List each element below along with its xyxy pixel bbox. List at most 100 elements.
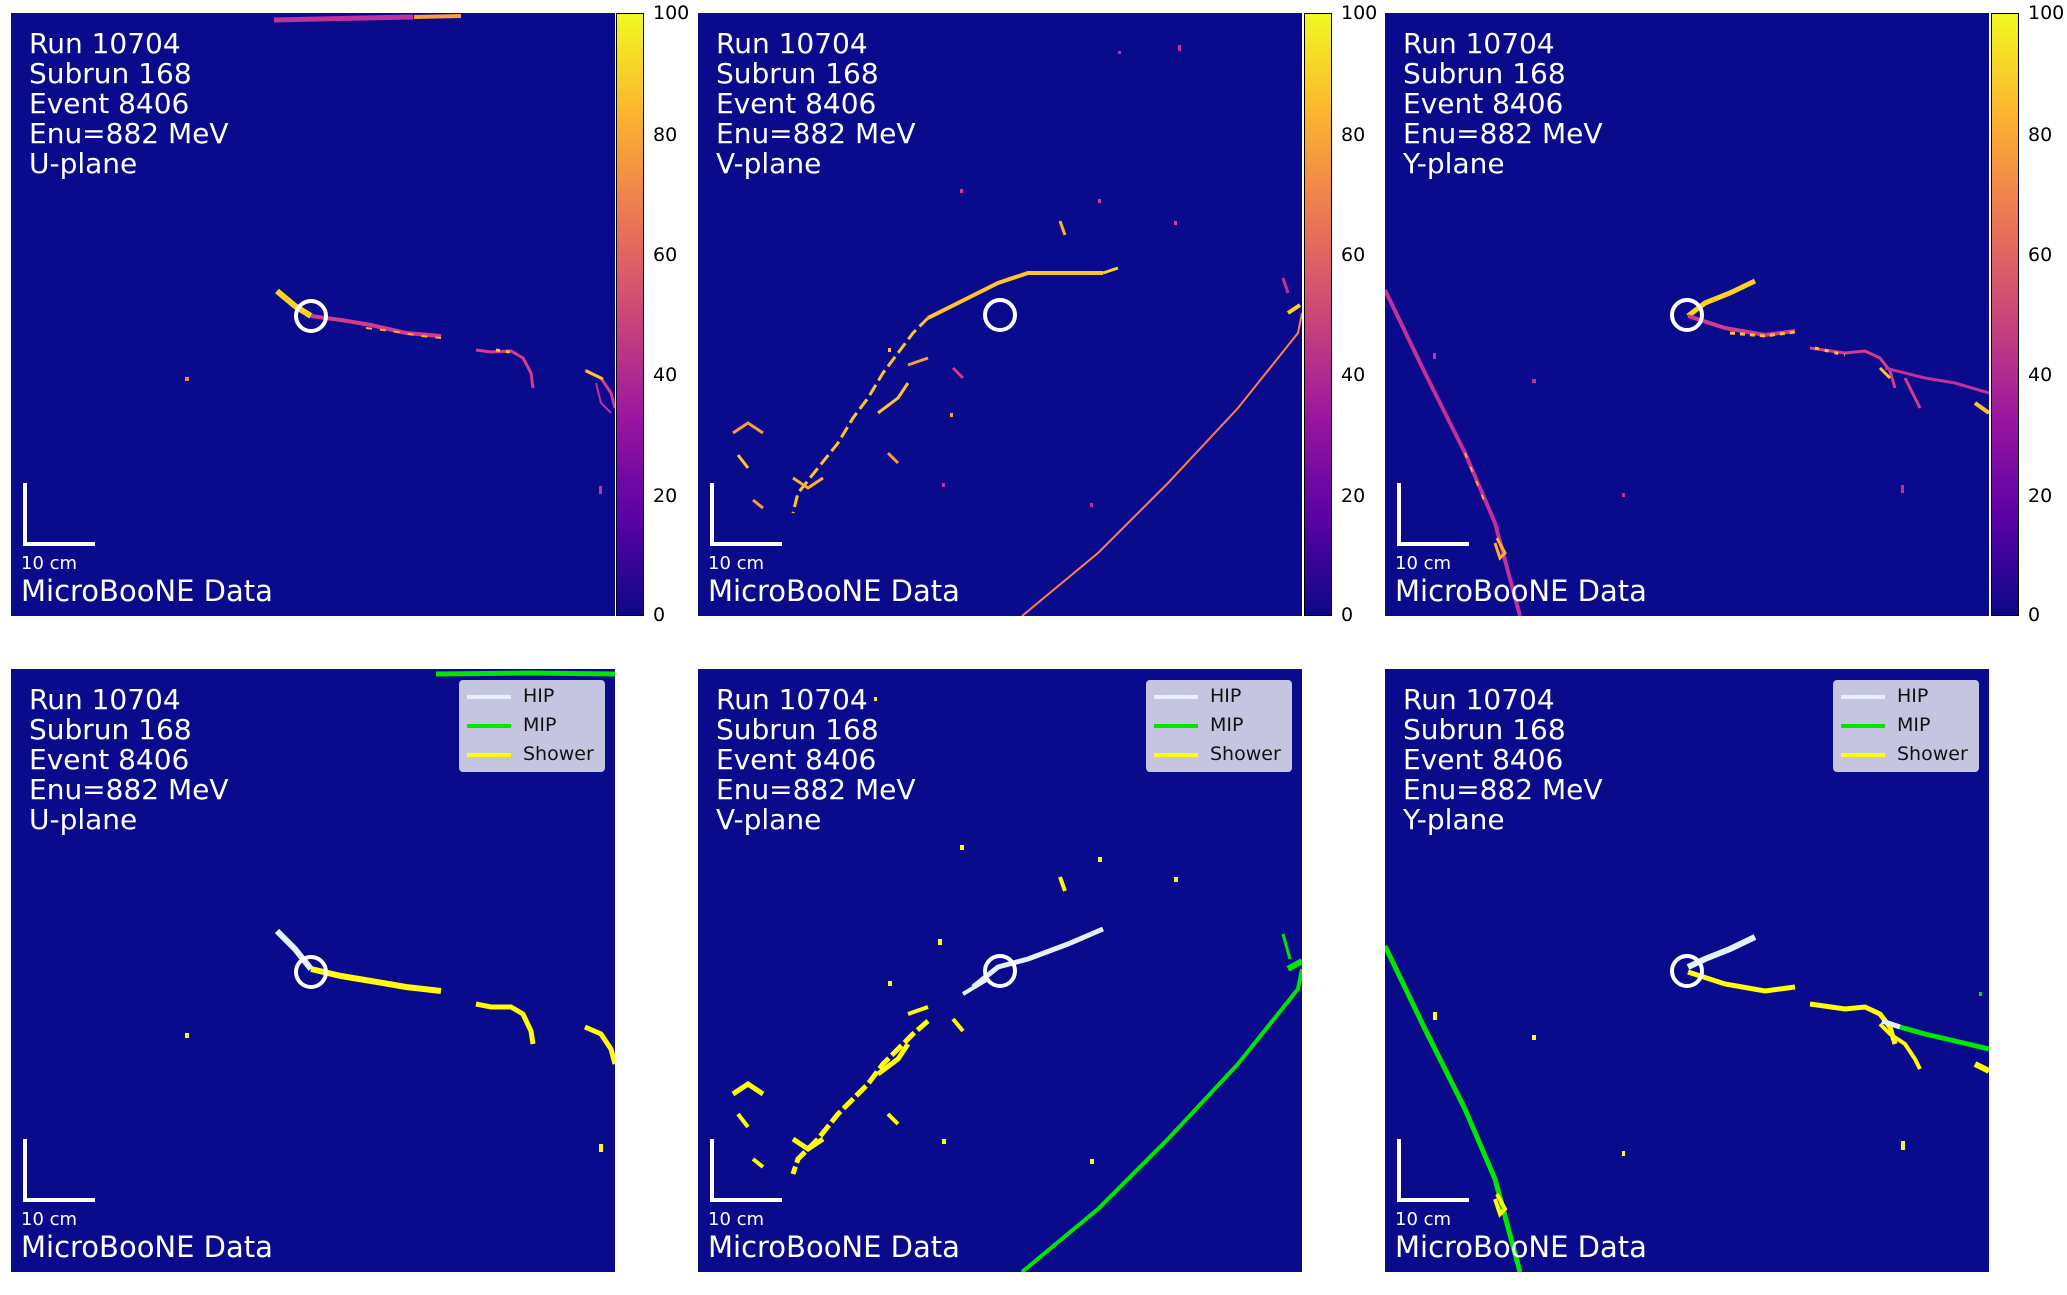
subrun-label: Subrun 168: [29, 713, 192, 746]
legend-label: Shower: [1210, 743, 1281, 765]
plane-label: U-plane: [29, 803, 138, 836]
plane-label: Y-plane: [1403, 803, 1505, 836]
legend-label: MIP: [1897, 714, 1931, 736]
legend-label: MIP: [1210, 714, 1244, 736]
u-plane-label-image: [23, 670, 615, 1202]
u-plane-label-panel: Run 10704 Subrun 168 Event 8406 Enu=882 …: [11, 669, 615, 1272]
legend-label: MIP: [523, 714, 557, 736]
data-label: MicroBooNE Data: [1395, 574, 1647, 608]
y-plane-colorbar: [1991, 13, 2019, 616]
energy-label: Enu=882 MeV: [716, 117, 916, 150]
event-info: Run 10704 Subrun 168 Event 8406 Enu=882 …: [29, 29, 229, 179]
y-plane-charge-panel: Run 10704 Subrun 168 Event 8406 Enu=882 …: [1385, 13, 1989, 616]
scale-bar-label: 10 cm: [21, 1209, 78, 1230]
plane-label: U-plane: [29, 147, 138, 180]
energy-label: Enu=882 MeV: [1403, 773, 1603, 806]
colorbar-tick: 100: [653, 2, 690, 24]
legend-item-mip: MIP: [467, 714, 603, 736]
legend-swatch: [1154, 724, 1198, 728]
data-label: MicroBooNE Data: [708, 1230, 960, 1264]
scale-bar-label: 10 cm: [708, 1209, 765, 1230]
y-plane-charge-image: [1385, 278, 1989, 616]
event-label: Event 8406: [1403, 743, 1564, 776]
subrun-label: Subrun 168: [29, 57, 192, 90]
scale-bar-label: 10 cm: [708, 553, 765, 574]
legend-label: Shower: [1897, 743, 1968, 765]
legend-label: HIP: [523, 685, 555, 707]
u-plane-colorbar: [616, 13, 644, 616]
event-label: Event 8406: [29, 87, 190, 120]
legend-item-shower: Shower: [1841, 743, 1977, 765]
v-plane-label-image: [710, 697, 1302, 1272]
colorbar-tick: 0: [2028, 604, 2041, 626]
legend-item-hip: HIP: [467, 685, 603, 707]
v-plane-colorbar: [1304, 13, 1332, 616]
legend-item-mip: MIP: [1154, 714, 1290, 736]
run-label: Run 10704: [1403, 27, 1555, 60]
event-info: Run 10704 Subrun 168 Event 8406 Enu=882 …: [1403, 29, 1603, 179]
legend-swatch: [1841, 724, 1885, 728]
event-info: Run 10704 Subrun 168 Event 8406 Enu=882 …: [1403, 685, 1603, 835]
legend-label: Shower: [523, 743, 594, 765]
v-plane-charge-panel: Run 10704 Subrun 168 Event 8406 Enu=882 …: [698, 13, 1302, 616]
colorbar-tick: 60: [653, 244, 678, 266]
data-label: MicroBooNE Data: [708, 574, 960, 608]
colorbar-tick: 40: [2028, 364, 2053, 386]
legend-item-shower: Shower: [467, 743, 603, 765]
energy-label: Enu=882 MeV: [29, 773, 229, 806]
legend-swatch: [467, 695, 511, 699]
legend-label: HIP: [1897, 685, 1929, 707]
event-info: Run 10704 Subrun 168 Event 8406 Enu=882 …: [29, 685, 229, 835]
run-label: Run 10704: [716, 27, 868, 60]
legend-swatch: [1841, 695, 1885, 699]
colorbar-tick: 0: [653, 604, 666, 626]
plane-label: V-plane: [716, 803, 822, 836]
subrun-label: Subrun 168: [716, 57, 879, 90]
colorbar-tick: 20: [2028, 485, 2053, 507]
legend-item-mip: MIP: [1841, 714, 1977, 736]
v-plane-charge-image: [710, 45, 1302, 616]
legend-swatch: [467, 753, 511, 757]
data-label: MicroBooNE Data: [21, 1230, 273, 1264]
subrun-label: Subrun 168: [1403, 713, 1566, 746]
v-plane-label-panel: Run 10704 Subrun 168 Event 8406 Enu=882 …: [698, 669, 1302, 1272]
colorbar-tick: 60: [2028, 244, 2053, 266]
y-plane-label-image: [1385, 934, 1989, 1272]
legend: HIP MIP Shower: [1146, 680, 1292, 772]
colorbar-tick: 100: [1341, 2, 1378, 24]
legend-label: HIP: [1210, 685, 1242, 707]
legend-swatch: [1841, 753, 1885, 757]
run-label: Run 10704: [29, 683, 181, 716]
event-info: Run 10704 Subrun 168 Event 8406 Enu=882 …: [716, 29, 916, 179]
colorbar-tick: 60: [1341, 244, 1366, 266]
legend-item-shower: Shower: [1154, 743, 1290, 765]
colorbar-tick: 40: [1341, 364, 1366, 386]
u-plane-charge-image: [23, 14, 615, 546]
colorbar-tick: 40: [653, 364, 678, 386]
event-info: Run 10704 Subrun 168 Event 8406 Enu=882 …: [716, 685, 916, 835]
run-label: Run 10704: [1403, 683, 1555, 716]
colorbar-tick: 100: [2028, 2, 2065, 24]
event-label: Event 8406: [716, 743, 877, 776]
colorbar-tick: 80: [653, 124, 678, 146]
scale-bar-label: 10 cm: [1395, 553, 1452, 574]
colorbar-tick: 0: [1341, 604, 1354, 626]
event-label: Event 8406: [716, 87, 877, 120]
event-label: Event 8406: [29, 743, 190, 776]
subrun-label: Subrun 168: [1403, 57, 1566, 90]
legend: HIP MIP Shower: [459, 680, 605, 772]
legend-item-hip: HIP: [1154, 685, 1290, 707]
legend-item-hip: HIP: [1841, 685, 1977, 707]
event-label: Event 8406: [1403, 87, 1564, 120]
u-plane-charge-panel: Run 10704 Subrun 168 Event 8406 Enu=882 …: [11, 13, 615, 616]
legend-swatch: [467, 724, 511, 728]
run-label: Run 10704: [716, 683, 868, 716]
data-label: MicroBooNE Data: [1395, 1230, 1647, 1264]
colorbar-tick: 80: [2028, 124, 2053, 146]
colorbar-tick: 80: [1341, 124, 1366, 146]
legend-swatch: [1154, 753, 1198, 757]
scale-bar-label: 10 cm: [1395, 1209, 1452, 1230]
y-plane-label-panel: Run 10704 Subrun 168 Event 8406 Enu=882 …: [1385, 669, 1989, 1272]
energy-label: Enu=882 MeV: [716, 773, 916, 806]
plane-label: V-plane: [716, 147, 822, 180]
